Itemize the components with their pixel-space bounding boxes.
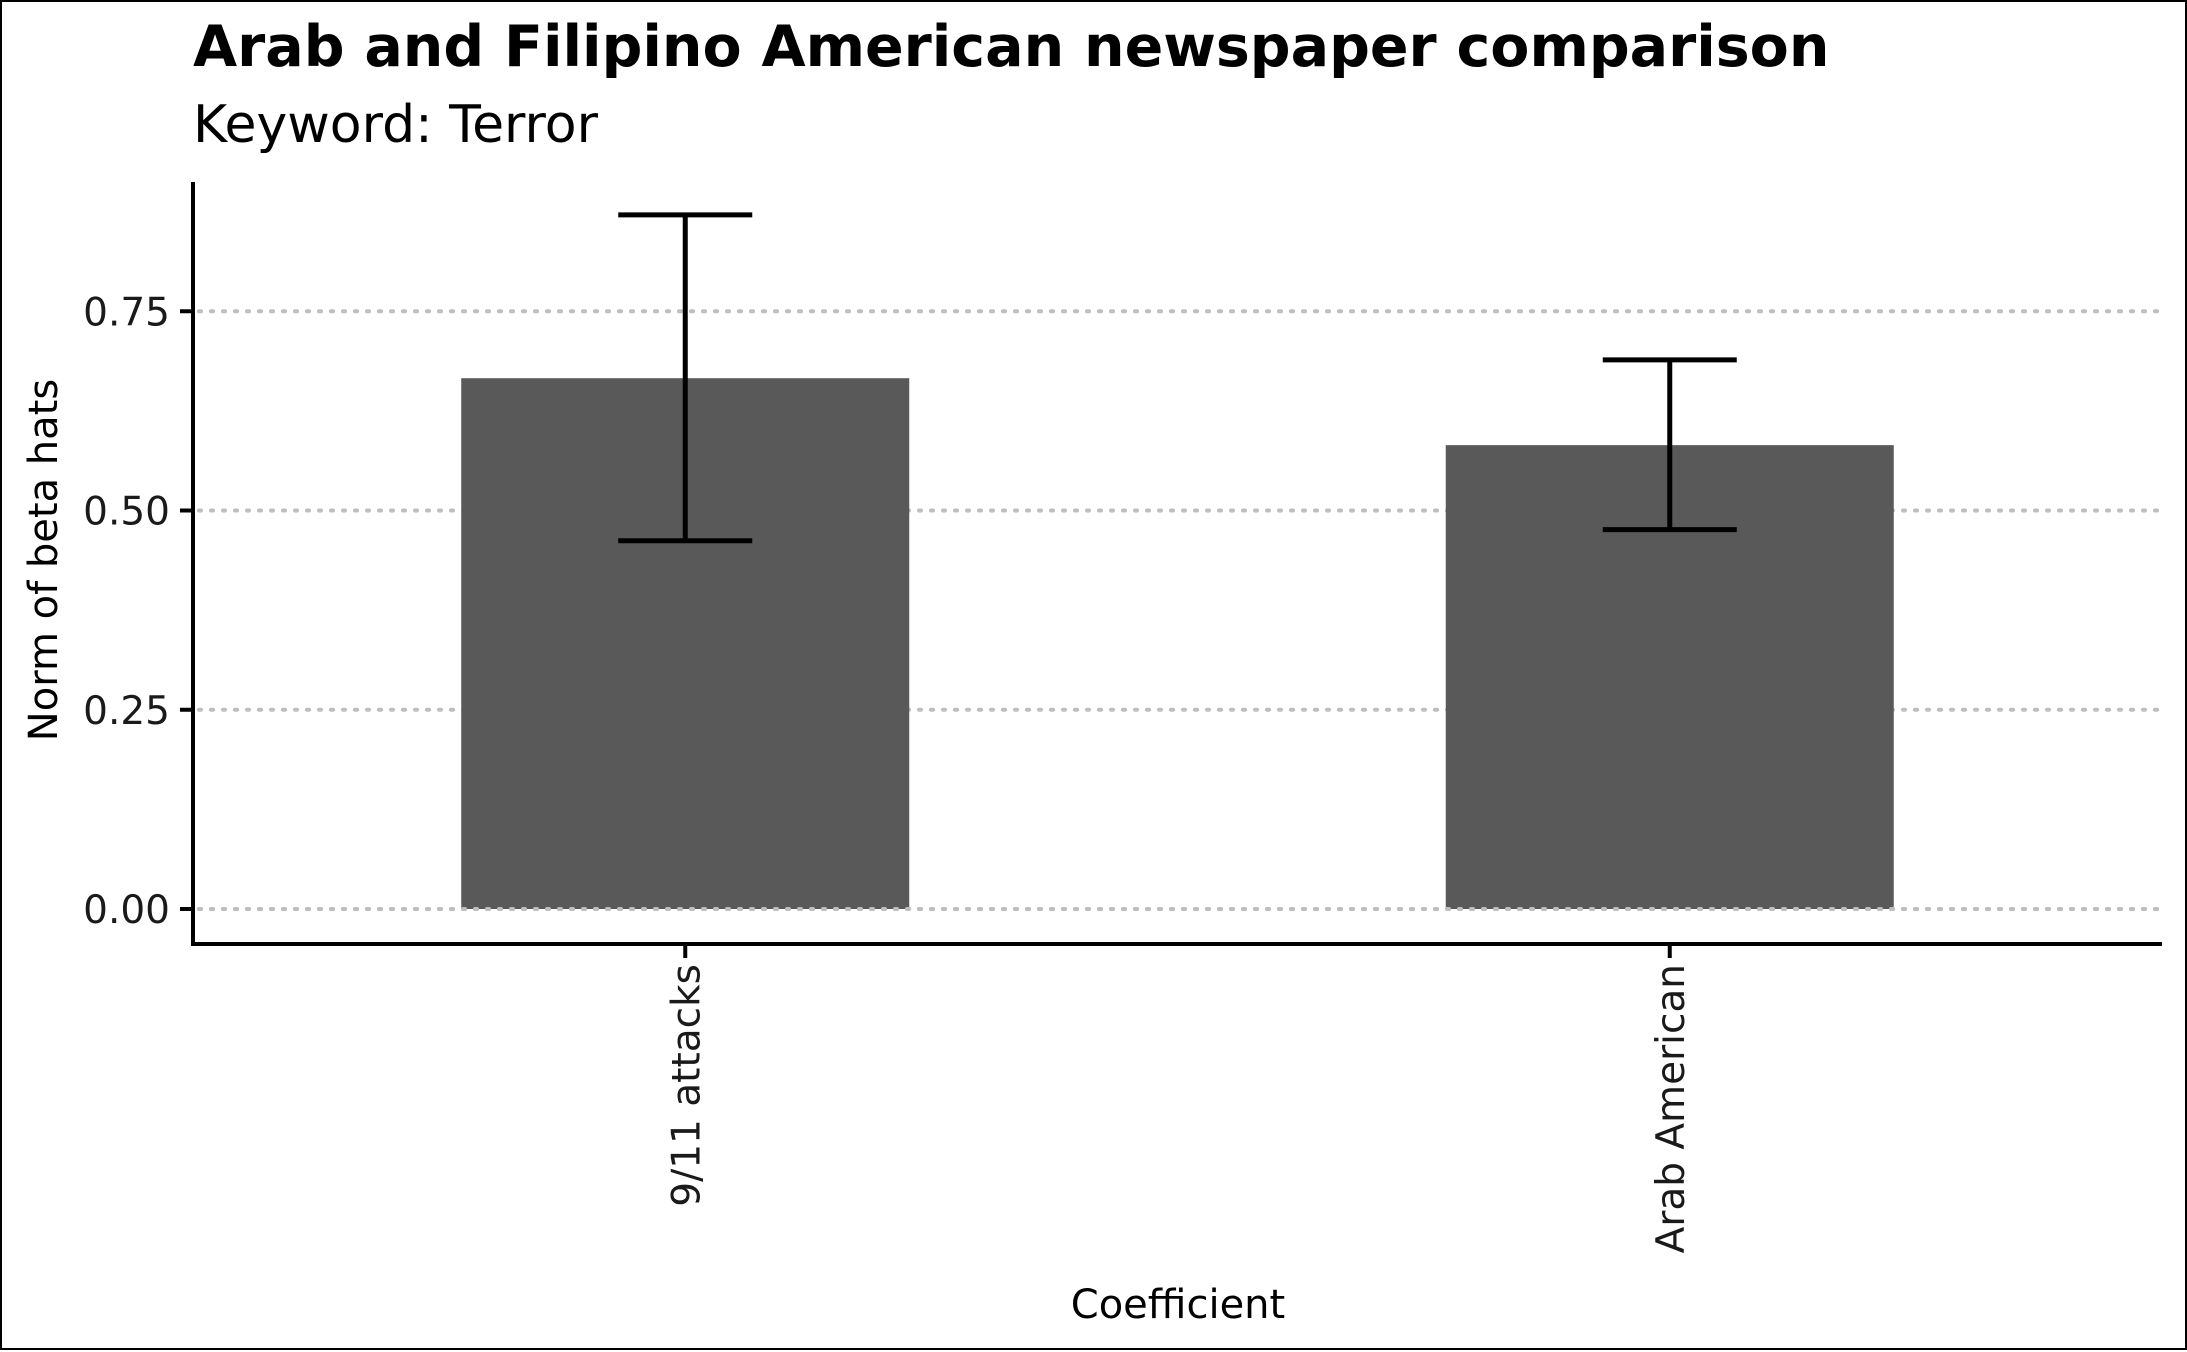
y-tick-label-0: 0.00 — [83, 888, 170, 933]
y-axis-title: Norm of beta hats — [21, 379, 67, 741]
y-tick-label-3: 0.75 — [83, 290, 170, 335]
x-axis-title: Coefficient — [1071, 1282, 1285, 1328]
x-tick-label-1: Arab American — [1649, 964, 1694, 1253]
chart-subtitle: Keyword: Terror — [193, 95, 599, 155]
chart-title: Arab and Filipino American newspaper com… — [193, 14, 1829, 80]
bars — [199, 378, 2162, 909]
y-tick-label-1: 0.25 — [83, 689, 170, 734]
x-axis-ticks: 9/11 attacks Arab American — [664, 944, 1694, 1253]
y-axis-ticks: 0.00 0.25 0.50 0.75 — [83, 290, 193, 933]
y-tick-label-2: 0.50 — [83, 490, 170, 535]
x-tick-label-0: 9/11 attacks — [664, 964, 709, 1207]
